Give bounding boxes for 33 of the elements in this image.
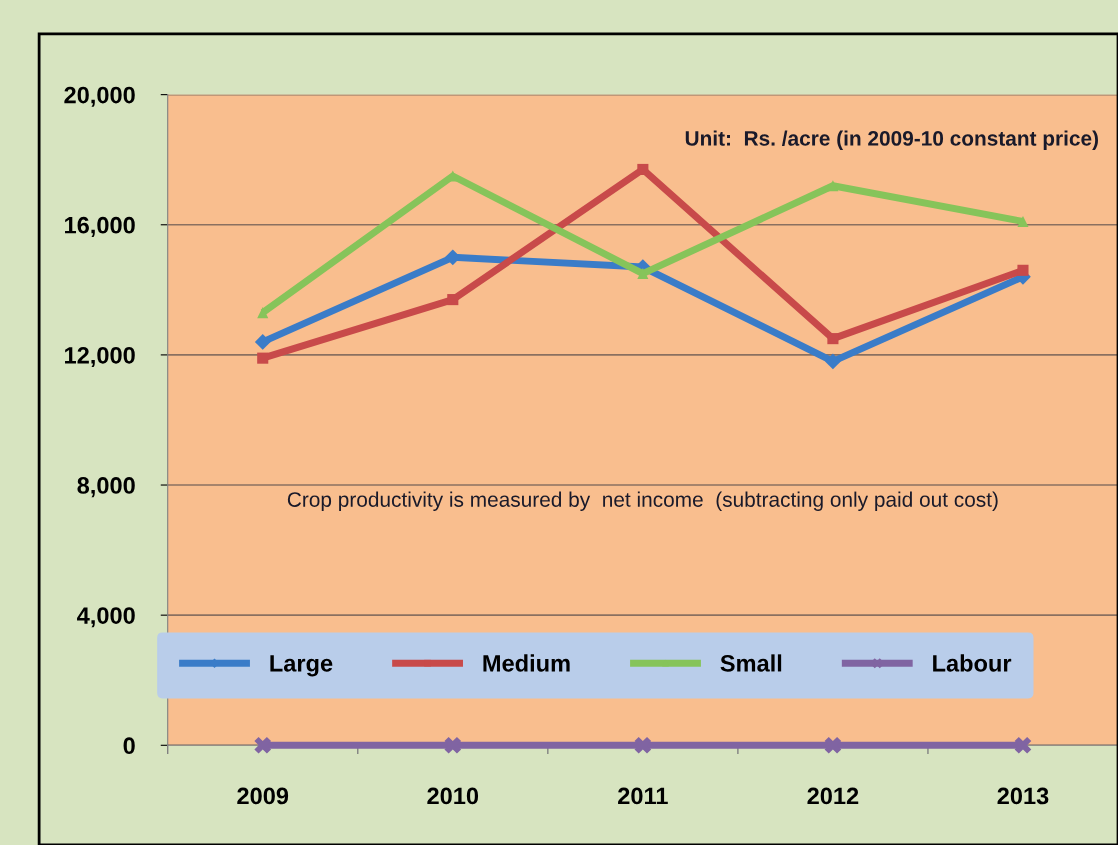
- point: [1017, 215, 1029, 228]
- y-tick-label: 16,000: [65, 216, 135, 237]
- point: [257, 307, 269, 319]
- point: [827, 333, 839, 345]
- point: [447, 294, 459, 306]
- x-tick-label: 2009: [237, 787, 289, 805]
- annotation: Unit: Rs. /acre (in 2009-10 constant price): [685, 130, 1098, 150]
- legend-label: Medium: [483, 654, 570, 672]
- point: [444, 736, 462, 754]
- point: [827, 180, 839, 192]
- y-tick-label: 4,000: [77, 607, 135, 628]
- point: [257, 352, 269, 364]
- legend-label: Small: [720, 654, 782, 672]
- point: [825, 353, 841, 370]
- x-tick-label: 2011: [618, 787, 668, 805]
- x-tick-label: 2010: [427, 787, 479, 805]
- x-tick-label: 2013: [997, 787, 1049, 805]
- legend-label: Large: [270, 655, 333, 677]
- point: [254, 736, 272, 754]
- point: [824, 736, 842, 754]
- annotation: Crop productivity is measured by net income (subtracting only paid out cost): [287, 491, 998, 512]
- x-tick-label: 2012: [807, 787, 859, 805]
- y-tick-label: 12,000: [65, 346, 135, 368]
- legend-label: Labour: [933, 654, 1012, 672]
- point: [634, 736, 652, 754]
- y-tick-label: 20,000: [64, 86, 135, 107]
- y-tick-label: 0: [123, 737, 135, 755]
- point: [1014, 736, 1032, 754]
- point: [254, 334, 271, 350]
- point: [637, 163, 649, 176]
- point: [1017, 264, 1029, 276]
- point: [637, 268, 649, 280]
- y-tick-label: 8,000: [77, 477, 135, 498]
